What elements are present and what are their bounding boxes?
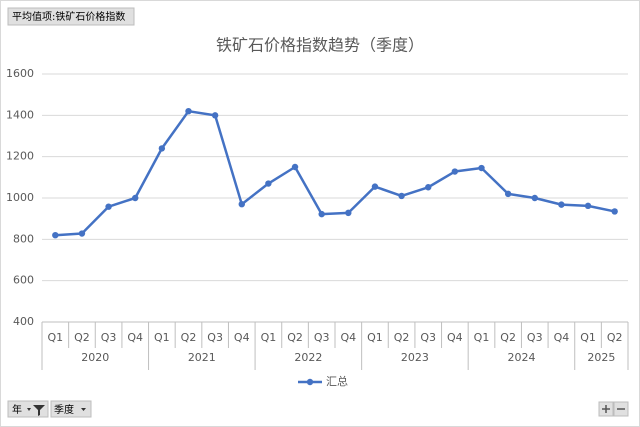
series-line [55, 109, 615, 237]
value-field-label: 平均值项:铁矿石价格指数 [12, 10, 125, 23]
data-point [558, 201, 565, 208]
data-point [345, 209, 352, 217]
data-point [611, 208, 618, 215]
y-tick-label: 1200 [6, 150, 34, 163]
data-point [318, 210, 325, 218]
data-point [425, 184, 432, 191]
quarter-field-label: 季度 [54, 403, 74, 416]
y-tick-label: 800 [13, 232, 34, 245]
x-tick-label: Q3 [527, 331, 543, 344]
x-tick-label: Q4 [127, 331, 143, 344]
data-point [371, 183, 379, 190]
dropdown-arrow [81, 408, 86, 411]
x-tick-label: Q4 [340, 331, 356, 344]
x-tick-label: Q2 [287, 331, 303, 344]
x-group-label: 2025 [587, 351, 615, 364]
y-tick-label: 1600 [6, 67, 34, 80]
data-point [531, 194, 538, 202]
plus-icon [602, 405, 610, 413]
x-group-label: 2020 [81, 351, 109, 364]
quarter-field-button[interactable] [50, 400, 92, 418]
x-tick-label: Q3 [314, 331, 330, 344]
legend-marker [306, 378, 314, 386]
data-point [132, 194, 139, 202]
value-field-button[interactable] [7, 7, 135, 26]
x-tick-label: Q2 [181, 331, 197, 344]
x-tick-label: Q2 [500, 331, 516, 344]
data-point [504, 190, 512, 198]
legend-label: 汇总 [326, 374, 348, 388]
x-group-label: 2023 [401, 351, 429, 364]
x-tick-label: Q1 [154, 331, 170, 344]
x-tick-label: Q4 [447, 331, 463, 344]
x-group-label: 2022 [294, 351, 322, 364]
x-group-label: 2024 [507, 351, 535, 364]
data-point [158, 145, 166, 152]
x-tick-label: Q3 [207, 331, 223, 344]
chart-title: 铁矿石价格指数趋势（季度） [216, 36, 424, 55]
x-tick-label: Q2 [394, 331, 410, 344]
y-tick-label: 1400 [6, 108, 34, 121]
data-point [211, 112, 219, 119]
x-tick-label: Q4 [554, 331, 570, 344]
x-tick-label: Q2 [74, 331, 90, 344]
data-point [398, 192, 405, 200]
x-group-label: 2021 [188, 351, 216, 364]
data-point [265, 180, 272, 187]
x-tick-label: Q4 [234, 331, 250, 344]
data-point [291, 163, 299, 171]
y-tick-label: 400 [13, 315, 34, 328]
data-point [584, 202, 592, 210]
year-field-label: 年 [12, 403, 22, 416]
filter-icon [33, 405, 45, 416]
data-point [238, 201, 245, 208]
x-tick-label: Q3 [420, 331, 436, 344]
data-point [78, 230, 86, 237]
x-tick-label: Q1 [474, 331, 490, 344]
x-tick-label: Q1 [261, 331, 277, 344]
data-point [451, 168, 459, 175]
y-tick-label: 1000 [6, 191, 34, 204]
y-tick-label: 600 [13, 274, 34, 287]
data-point [478, 164, 485, 172]
x-tick-label: Q1 [580, 331, 596, 344]
x-tick-label: Q1 [47, 331, 63, 344]
data-point [105, 203, 112, 210]
x-tick-label: Q2 [607, 331, 623, 344]
x-tick-label: Q1 [367, 331, 383, 344]
x-tick-label: Q3 [101, 331, 117, 344]
data-point [185, 108, 192, 115]
dropdown-arrow [27, 408, 31, 411]
data-point [52, 232, 59, 239]
